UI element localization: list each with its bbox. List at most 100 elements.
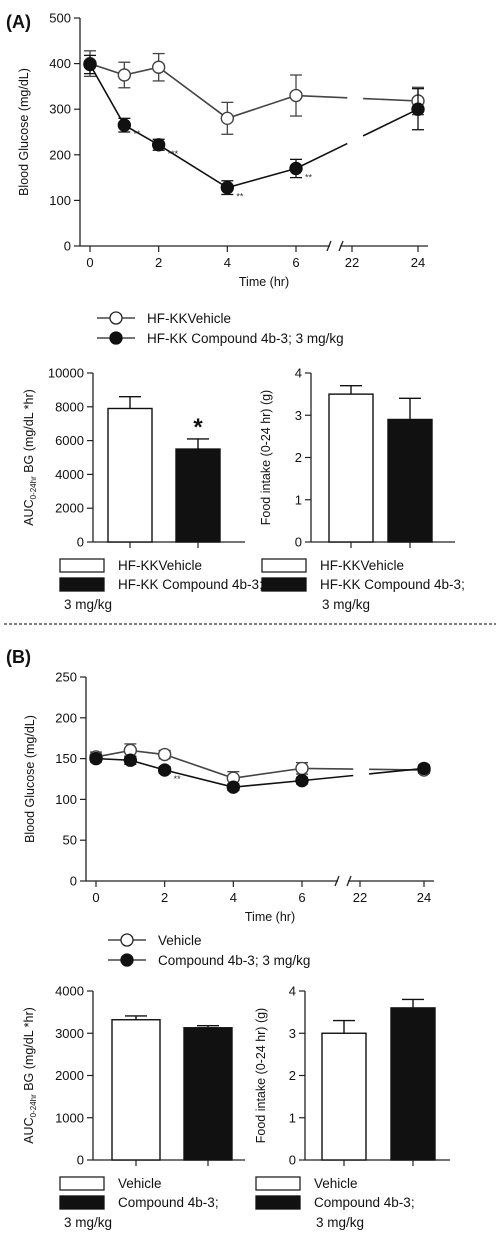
series-line-connector bbox=[301, 767, 425, 782]
legend-open-box-icon bbox=[59, 558, 105, 573]
x-axis-label: Time (hr) bbox=[245, 910, 295, 924]
legend-a-auc-item-2-cont: 3 mg/kg bbox=[64, 597, 112, 612]
legend-a-food: HF-KKVehicle HF-KK Compound 4b-3; 3 mg/k… bbox=[261, 558, 465, 612]
y-tick-label: 8000 bbox=[55, 399, 84, 414]
x-tick-label: 6 bbox=[298, 890, 305, 905]
x-tick-label: 0 bbox=[92, 890, 99, 905]
legend-a-food-item-2: HF-KK Compound 4b-3; bbox=[320, 577, 465, 592]
data-point-filled bbox=[117, 118, 132, 132]
data-point-open bbox=[295, 761, 309, 776]
y-tick-label: 0 bbox=[77, 535, 84, 550]
y-tick-label: 300 bbox=[49, 102, 71, 117]
panel-label-a: (A) bbox=[6, 12, 31, 32]
data-point-open bbox=[220, 111, 235, 126]
x-axis-break bbox=[334, 875, 340, 887]
y-tick-label: 10000 bbox=[48, 366, 84, 381]
x-tick-label: 22 bbox=[345, 255, 359, 270]
significance-label: ** bbox=[236, 192, 244, 202]
bar-filled bbox=[387, 418, 433, 543]
legend-filled-circle-icon bbox=[109, 331, 123, 345]
y-tick-label: 0 bbox=[77, 1153, 84, 1168]
x-tick-label: 0 bbox=[86, 255, 93, 270]
legend-filled-box-icon bbox=[261, 577, 307, 592]
legend-b-auc-item-2-cont: 3 mg/kg bbox=[64, 1215, 112, 1230]
data-point-filled bbox=[151, 138, 166, 152]
data-point-filled bbox=[226, 780, 241, 794]
y-axis-label: Food intake (0-24 hr) (g) bbox=[254, 1008, 268, 1143]
chart-b-food-intake: 0 1 2 3 4 Food intake (0-24 hr) (g) bbox=[254, 984, 450, 1168]
data-point-open bbox=[117, 68, 132, 82]
data-point-open bbox=[289, 88, 303, 103]
legend-a-line-item-1: HF-KKVehicle bbox=[147, 311, 231, 326]
y-tick-label: 1 bbox=[289, 1110, 296, 1125]
x-tick-label: 22 bbox=[353, 890, 367, 905]
significance-label: *** bbox=[168, 149, 179, 159]
legend-b-auc: Vehicle Compound 4b-3; 3 mg/kg bbox=[59, 1176, 219, 1230]
x-axis-break bbox=[346, 875, 352, 887]
x-tick-label: 6 bbox=[292, 255, 299, 270]
y-tick-label: 2 bbox=[295, 450, 302, 465]
legend-b-line: Vehicle Compound 4b-3; 3 mg/kg bbox=[108, 933, 310, 968]
data-point-open bbox=[151, 60, 166, 74]
x-axis-break bbox=[338, 240, 344, 252]
x-tick-label: 24 bbox=[411, 255, 425, 270]
bar-filled bbox=[183, 1027, 233, 1161]
bar-filled bbox=[175, 448, 221, 543]
bar-open bbox=[107, 407, 153, 543]
legend-b-food-item-1: Vehicle bbox=[314, 1176, 358, 1191]
x-axis-break bbox=[326, 240, 332, 252]
data-point-filled bbox=[83, 57, 97, 72]
legend-b-auc-item-2: Compound 4b-3; bbox=[118, 1195, 219, 1210]
legend-a-auc: HF-KKVehicle HF-KK Compound 4b-3; 3 mg/k… bbox=[59, 558, 263, 612]
legend-a-line: HF-KKVehicle HF-KK Compound 4b-3; 3 mg/k… bbox=[97, 311, 344, 346]
legend-b-food-item-2-cont: 3 mg/kg bbox=[316, 1215, 364, 1230]
y-tick-label: 2000 bbox=[55, 1068, 84, 1083]
y-tick-label: 500 bbox=[49, 11, 71, 26]
bar-open bbox=[328, 393, 374, 543]
y-tick-label: 0 bbox=[64, 239, 71, 254]
legend-open-box-icon bbox=[261, 558, 307, 573]
legend-filled-box-icon bbox=[59, 1195, 105, 1210]
y-tick-label: 1000 bbox=[55, 1110, 84, 1125]
y-tick-label: 0 bbox=[295, 535, 302, 550]
chart-a-auc: 0 2000 4000 6000 8000 10000 AUC0-24hr BG (mg/d… bbox=[22, 366, 245, 550]
legend-open-circle-icon bbox=[120, 933, 134, 947]
legend-b-food: Vehicle Compound 4b-3; 3 mg/kg bbox=[255, 1176, 415, 1230]
y-tick-label: 100 bbox=[55, 792, 77, 807]
bar-open bbox=[321, 1032, 367, 1161]
y-tick-label: 2000 bbox=[55, 501, 84, 516]
y-axis-label: AUC0-24hr BG (mg/dL *hr) bbox=[22, 1007, 38, 1144]
legend-a-auc-item-1: HF-KKVehicle bbox=[118, 558, 202, 573]
legend-open-circle-icon bbox=[109, 311, 123, 325]
legend-open-box-icon bbox=[255, 1176, 301, 1191]
y-axis-label: AUC0-24hr BG (mg/dL *hr) bbox=[22, 389, 38, 526]
series-line-connector bbox=[295, 94, 419, 102]
significance-label: ** bbox=[305, 172, 313, 182]
legend-filled-circle-icon bbox=[120, 953, 134, 967]
significance-label: * bbox=[193, 414, 203, 441]
legend-filled-box-icon bbox=[255, 1195, 301, 1210]
y-axis-label: Blood Glucose (mg/dL) bbox=[17, 68, 31, 196]
bar-open bbox=[111, 1019, 161, 1161]
y-tick-label: 250 bbox=[55, 670, 77, 685]
y-tick-label: 200 bbox=[49, 147, 71, 162]
chart-a-food-intake: 0 1 2 3 4 Food intake (0-24 hr) (g) bbox=[259, 366, 455, 550]
y-axis-label: Food intake (0-24 hr) (g) bbox=[259, 390, 273, 525]
significance-label: ** bbox=[174, 774, 182, 784]
data-point-filled bbox=[289, 161, 303, 176]
y-tick-label: 3 bbox=[295, 408, 302, 423]
legend-b-line-item-2: Compound 4b-3; 3 mg/kg bbox=[158, 953, 310, 968]
y-tick-label: 4000 bbox=[55, 467, 84, 482]
data-point-filled bbox=[123, 753, 138, 767]
data-point-filled bbox=[89, 751, 103, 766]
y-tick-label: 50 bbox=[63, 833, 77, 848]
bar-filled bbox=[390, 1007, 436, 1161]
significance-label: ** bbox=[133, 129, 141, 139]
legend-b-auc-item-1: Vehicle bbox=[118, 1176, 162, 1191]
legend-filled-box-icon bbox=[59, 577, 105, 592]
y-tick-label: 1 bbox=[295, 492, 302, 507]
panel-label-b: (B) bbox=[6, 647, 31, 667]
legend-a-line-item-2: HF-KK Compound 4b-3; 3 mg/kg bbox=[147, 331, 344, 346]
